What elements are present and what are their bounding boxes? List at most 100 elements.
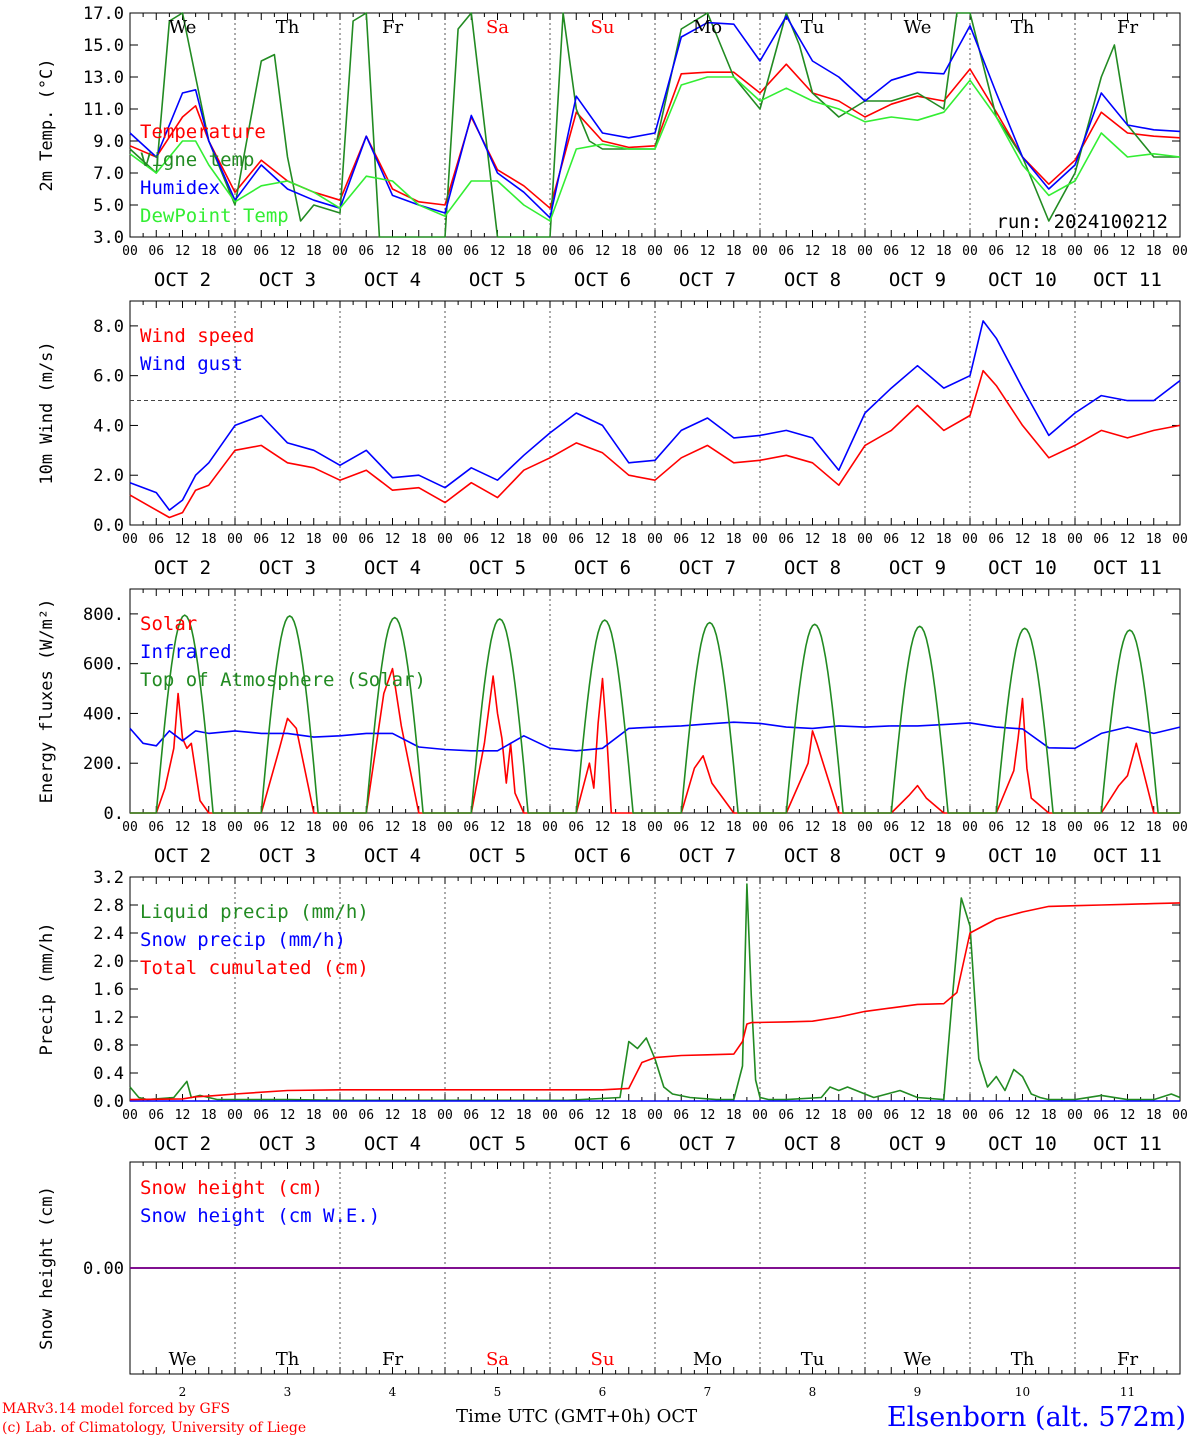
hour-label: 18 xyxy=(306,1108,322,1123)
hour-label: 00 xyxy=(542,244,558,259)
weekday-label: Mo xyxy=(693,1349,722,1370)
hour-label: 12 xyxy=(700,532,716,547)
hour-label: 00 xyxy=(122,1108,138,1123)
legend-entry: Solar xyxy=(140,613,197,635)
hour-label: 12 xyxy=(385,532,401,547)
hour-label: 00 xyxy=(857,244,873,259)
hour-label: 12 xyxy=(1120,820,1136,835)
day-label: OCT 10 xyxy=(988,1133,1057,1155)
hour-label: 00 xyxy=(752,532,768,547)
y-tick-label: 13.0 xyxy=(83,68,124,88)
series-wind-gust xyxy=(129,320,1181,511)
legend-entry: Temperature xyxy=(140,121,266,143)
weekday-label: We xyxy=(169,17,197,38)
day-label: OCT 11 xyxy=(1093,845,1162,867)
hour-label: 00 xyxy=(122,244,138,259)
hour-label: 06 xyxy=(883,820,899,835)
hour-label: 00 xyxy=(227,532,243,547)
hour-label: 18 xyxy=(411,532,427,547)
day-label: OCT 6 xyxy=(574,845,631,867)
hour-label: 00 xyxy=(332,244,348,259)
hour-label: 06 xyxy=(253,1108,269,1123)
y-tick-label: 17.0 xyxy=(83,4,124,24)
hour-label: 00 xyxy=(752,244,768,259)
hour-label: 06 xyxy=(673,820,689,835)
day-label: OCT 5 xyxy=(469,1133,526,1155)
legend-entry: Wind gust xyxy=(140,353,243,375)
hour-label: 00 xyxy=(962,244,978,259)
day-label: OCT 4 xyxy=(364,1133,421,1155)
day-label: OCT 7 xyxy=(679,557,736,579)
hour-label: 06 xyxy=(463,1108,479,1123)
y-tick-label: 5.0 xyxy=(93,196,124,216)
hour-label: 18 xyxy=(936,1108,952,1123)
weekday-label: Mo xyxy=(693,17,722,38)
series-dewpoint-temp xyxy=(129,76,1181,222)
hour-label: 00 xyxy=(752,1108,768,1123)
legend-entry: Snow precip (mm/h) xyxy=(140,929,346,951)
hour-label: 12 xyxy=(280,532,296,547)
hour-label: 00 xyxy=(1067,1108,1083,1123)
day-label: OCT 6 xyxy=(574,557,631,579)
day-label: OCT 4 xyxy=(364,269,421,291)
day-number: 5 xyxy=(494,1385,502,1399)
hour-label: 12 xyxy=(175,532,191,547)
y-tick-label: 7.0 xyxy=(93,164,124,184)
hour-label: 12 xyxy=(385,1108,401,1123)
hour-label: 06 xyxy=(778,820,794,835)
hour-label: 18 xyxy=(516,532,532,547)
y-tick-label: 200. xyxy=(83,754,124,774)
day-label: OCT 11 xyxy=(1093,269,1162,291)
hour-label: 00 xyxy=(437,1108,453,1123)
hour-label: 06 xyxy=(568,820,584,835)
panel-fluxes xyxy=(129,588,1181,814)
hour-label: 18 xyxy=(726,532,742,547)
day-label: OCT 8 xyxy=(784,845,841,867)
day-label: OCT 3 xyxy=(259,269,316,291)
hour-label: 12 xyxy=(385,244,401,259)
y-tick-label: 0.0 xyxy=(93,1092,124,1112)
lab-credit: (c) Lab. of Climatology, University of L… xyxy=(2,1420,307,1436)
hour-label: 12 xyxy=(1015,532,1031,547)
hour-label: 18 xyxy=(306,820,322,835)
hour-label: 06 xyxy=(883,244,899,259)
hour-label: 00 xyxy=(332,1108,348,1123)
legend-entry: Infrared xyxy=(140,641,232,663)
hour-label: 06 xyxy=(358,532,374,547)
hour-label: 12 xyxy=(280,244,296,259)
y-axis-label: Energy fluxes (W/m²) xyxy=(37,599,57,804)
weekday-label: Fr xyxy=(382,17,403,38)
legend-entry: Vigne temp xyxy=(140,149,254,171)
day-label: OCT 7 xyxy=(679,1133,736,1155)
hour-label: 18 xyxy=(516,1108,532,1123)
hour-label: 18 xyxy=(726,1108,742,1123)
y-tick-label: 800. xyxy=(83,605,124,625)
hour-label: 00 xyxy=(1172,820,1188,835)
hour-label: 00 xyxy=(647,1108,663,1123)
hour-label: 12 xyxy=(490,820,506,835)
y-tick-label: 6.0 xyxy=(93,367,124,387)
hour-label: 18 xyxy=(831,532,847,547)
series-vigne-temp xyxy=(129,12,1180,238)
hour-label: 18 xyxy=(936,532,952,547)
hour-label: 12 xyxy=(595,244,611,259)
hour-label: 06 xyxy=(148,1108,164,1123)
weekday-label: Th xyxy=(1011,17,1035,38)
y-tick-label: 2.4 xyxy=(93,924,124,944)
hour-label: 06 xyxy=(1093,244,1109,259)
day-label: OCT 6 xyxy=(574,269,631,291)
hour-label: 18 xyxy=(516,244,532,259)
hour-label: 06 xyxy=(883,1108,899,1123)
day-label: OCT 8 xyxy=(784,557,841,579)
hour-label: 06 xyxy=(988,820,1004,835)
day-label: OCT 2 xyxy=(154,1133,211,1155)
hour-label: 00 xyxy=(122,820,138,835)
hour-label: 00 xyxy=(437,244,453,259)
hour-label: 18 xyxy=(726,244,742,259)
y-tick-label: 2.0 xyxy=(93,952,124,972)
day-number: 10 xyxy=(1015,1385,1030,1399)
hour-label: 12 xyxy=(280,820,296,835)
hour-label: 06 xyxy=(778,532,794,547)
hour-label: 12 xyxy=(1015,820,1031,835)
series-humidex xyxy=(129,15,1181,219)
